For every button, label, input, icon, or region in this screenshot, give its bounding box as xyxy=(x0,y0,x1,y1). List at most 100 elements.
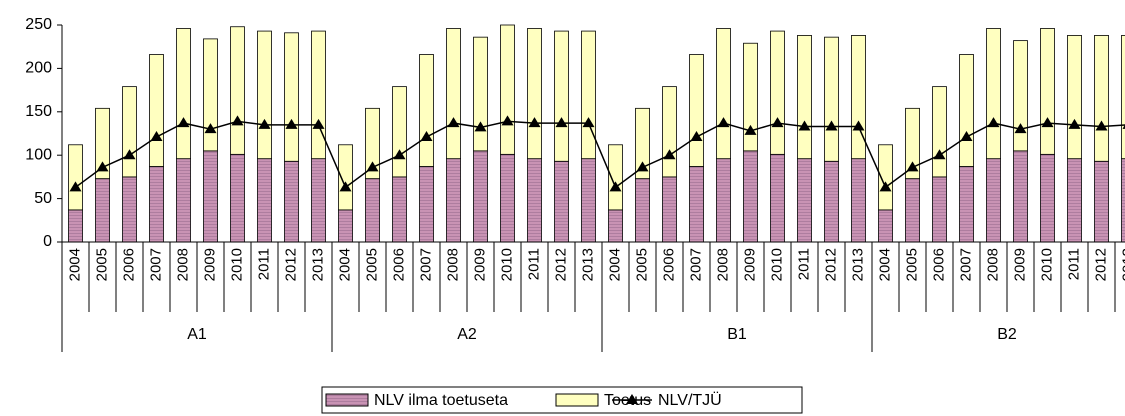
bar xyxy=(743,150,758,243)
bar xyxy=(689,54,704,167)
x-tick-label: 2006 xyxy=(660,248,677,281)
bar xyxy=(446,158,461,243)
bar xyxy=(230,26,245,155)
line-marker xyxy=(933,149,946,160)
line-marker xyxy=(1122,124,1125,129)
bar xyxy=(716,158,731,243)
bar xyxy=(905,107,920,180)
bar xyxy=(554,30,569,162)
line-marker xyxy=(960,130,973,141)
line xyxy=(75,120,1125,189)
bar xyxy=(554,160,569,243)
x-tick-label: 2005 xyxy=(93,248,110,281)
bar xyxy=(95,107,110,180)
x-tick-label: 2009 xyxy=(201,248,218,281)
bar xyxy=(149,166,164,243)
x-tick-label: 2004 xyxy=(66,248,83,281)
bar xyxy=(959,54,974,167)
group-label: B1 xyxy=(727,326,747,343)
x-tick-label: 2007 xyxy=(147,248,164,281)
x-tick-label: 2013 xyxy=(1119,248,1125,281)
bar xyxy=(1094,160,1109,243)
bar xyxy=(149,54,164,167)
bar xyxy=(284,160,299,243)
line-marker xyxy=(204,123,217,134)
line-marker xyxy=(1014,123,1027,134)
bar xyxy=(959,166,974,243)
bar xyxy=(743,42,758,152)
line-marker xyxy=(231,115,244,126)
line-marker xyxy=(258,118,271,129)
x-tick-label: 2012 xyxy=(552,248,569,281)
line-marker xyxy=(177,117,190,128)
legend-label: NLV ilma toetuseta xyxy=(374,392,508,409)
x-tick-label: 2010 xyxy=(228,248,245,281)
bar xyxy=(878,209,893,243)
bar xyxy=(689,166,704,243)
line-marker xyxy=(96,161,109,172)
bar xyxy=(635,107,650,180)
line-marker xyxy=(663,149,676,160)
line-marker xyxy=(852,120,865,131)
line-marker xyxy=(1041,117,1054,128)
x-tick-label: 2007 xyxy=(957,248,974,281)
bar xyxy=(824,36,839,162)
line-marker xyxy=(285,118,298,129)
line-marker xyxy=(366,161,379,172)
x-tick-label: 2013 xyxy=(309,248,326,281)
bar xyxy=(851,35,866,160)
line-marker xyxy=(339,181,352,192)
line-marker xyxy=(393,149,406,160)
bar xyxy=(176,158,191,243)
bar xyxy=(1040,28,1055,155)
x-tick-label: 2011 xyxy=(255,248,272,280)
bar xyxy=(122,176,137,243)
x-tick-label: 2008 xyxy=(444,248,461,281)
y-tick-label: 50 xyxy=(34,190,52,207)
bar xyxy=(1040,153,1055,243)
y-tick-label: 150 xyxy=(25,103,52,120)
bar xyxy=(662,86,677,178)
group-label: B2 xyxy=(997,326,1017,343)
bar xyxy=(500,153,515,243)
group-label: A1 xyxy=(187,326,207,343)
y-tick-label: 100 xyxy=(25,146,52,163)
line-marker xyxy=(312,118,325,129)
bar xyxy=(68,144,83,211)
bar xyxy=(797,35,812,160)
x-tick-label: 2009 xyxy=(741,248,758,281)
bar xyxy=(986,28,1001,160)
bar xyxy=(311,158,326,243)
bar xyxy=(419,54,434,167)
bar xyxy=(986,158,1001,243)
legend-swatch xyxy=(325,393,369,407)
bar xyxy=(1094,35,1109,162)
x-tick-label: 2013 xyxy=(579,248,596,281)
bar xyxy=(392,86,407,178)
line-marker xyxy=(690,130,703,141)
bar xyxy=(473,150,488,243)
bar xyxy=(716,28,731,160)
x-tick-label: 2009 xyxy=(1011,248,1028,281)
x-tick-label: 2010 xyxy=(498,248,515,281)
x-tick-label: 2005 xyxy=(903,248,920,281)
bar xyxy=(1013,150,1028,243)
bar xyxy=(257,158,272,243)
line-marker xyxy=(150,130,163,141)
line-marker xyxy=(609,181,622,192)
x-tick-label: 2013 xyxy=(849,248,866,281)
x-tick-label: 2004 xyxy=(876,248,893,281)
x-tick-label: 2011 xyxy=(525,248,542,280)
bar xyxy=(932,86,947,178)
x-tick-label: 2008 xyxy=(714,248,731,281)
line-marker xyxy=(582,117,595,128)
bar xyxy=(365,178,380,243)
x-tick-label: 2006 xyxy=(930,248,947,281)
x-tick-label: 2004 xyxy=(606,248,623,281)
line-marker xyxy=(528,117,541,128)
bar xyxy=(1013,40,1028,152)
line-marker xyxy=(879,181,892,192)
bar xyxy=(635,178,650,243)
line-marker xyxy=(825,120,838,131)
